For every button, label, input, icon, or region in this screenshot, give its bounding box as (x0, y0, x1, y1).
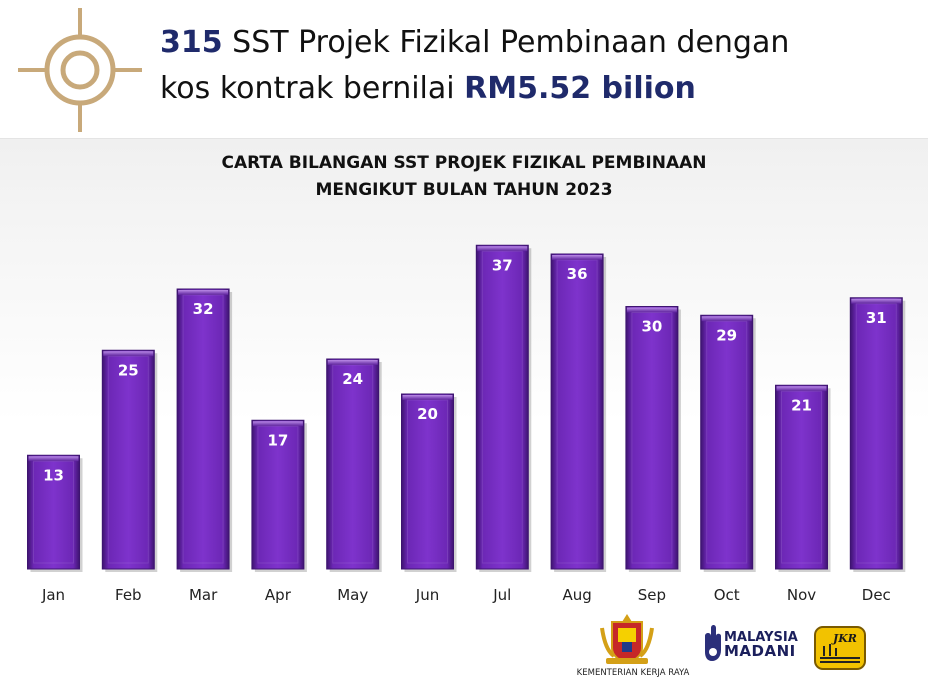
bar-jun (401, 393, 457, 572)
chart-title: CARTA BILANGAN SST PROJEK FIZIKAL PEMBIN… (0, 150, 928, 204)
data-label-aug: 36 (567, 265, 588, 283)
headline-line-2: kos kontrak bernilai RM5.52 bilion (160, 66, 920, 112)
headline-count: 315 (160, 25, 223, 60)
madani-line-2: MADANI (724, 642, 796, 660)
jkr-text: JKR (833, 632, 857, 645)
x-tick-feb: Feb (115, 586, 142, 604)
bar-aug (550, 253, 607, 572)
headline-value: RM5.52 bilion (464, 71, 696, 106)
data-label-sep: 30 (641, 318, 662, 336)
data-label-apr: 17 (267, 431, 288, 449)
bar-feb (101, 349, 158, 572)
data-label-mar: 32 (193, 300, 214, 318)
data-label-dec: 31 (866, 309, 887, 327)
data-label-jun: 20 (417, 405, 438, 423)
bar-chart: 13 25 32 17 24 20 37 36 30 29 21 31 Jan Feb Mar Apr May… (27, 244, 906, 604)
headline-line-1: 315 SST Projek Fizikal Pembinaan dengan (160, 20, 920, 66)
bar-nov (775, 384, 831, 572)
x-tick-jun: Jun (415, 586, 439, 604)
x-tick-may: May (337, 586, 368, 604)
x-tick-jul: Jul (492, 586, 511, 604)
crosshair-target-icon (18, 8, 142, 132)
data-label-may: 24 (342, 370, 363, 388)
x-tick-aug: Aug (562, 586, 591, 604)
data-label-jul: 37 (492, 256, 513, 274)
x-tick-sep: Sep (638, 586, 666, 604)
bar-may (326, 358, 382, 572)
bar-jan (27, 454, 83, 572)
x-tick-nov: Nov (787, 586, 816, 604)
x-tick-apr: Apr (265, 586, 292, 604)
footer-logos (560, 612, 930, 687)
ministry-crest-icon (600, 614, 654, 665)
data-label-oct: 29 (716, 326, 737, 344)
malaysia-madani-hand-icon (705, 625, 721, 661)
headline: 315 SST Projek Fizikal Pembinaan dengan … (160, 20, 920, 112)
chart-title-line-2: MENGIKUT BULAN TAHUN 2023 (315, 180, 613, 200)
data-label-feb: 25 (118, 361, 139, 379)
madani-line-1: MALAYSIA (724, 630, 798, 645)
chart-title-line-1: CARTA BILANGAN SST PROJEK FIZIKAL PEMBIN… (221, 153, 707, 173)
bar-mar (176, 288, 233, 572)
bar-dec (849, 297, 906, 572)
bar-sep (625, 306, 681, 572)
jkr-logo-icon (814, 626, 866, 670)
ministry-caption: KEMENTERIAN KERJA RAYA (576, 668, 690, 678)
data-label-nov: 21 (791, 396, 812, 414)
x-tick-mar: Mar (189, 586, 218, 604)
x-tick-oct: Oct (714, 586, 740, 604)
bar-apr (251, 419, 307, 572)
headline-text-1: SST Projek Fizikal Pembinaan dengan (222, 25, 790, 60)
x-tick-dec: Dec (862, 586, 891, 604)
bar-jul (475, 244, 532, 572)
bar-oct (700, 314, 756, 572)
headline-text-2: kos kontrak bernilai (160, 71, 465, 106)
x-tick-jan: Jan (41, 586, 65, 604)
data-label-jan: 13 (43, 466, 64, 484)
